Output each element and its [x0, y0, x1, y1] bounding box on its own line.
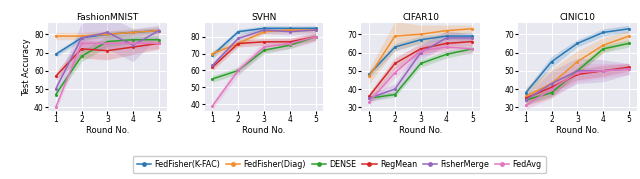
X-axis label: Round No.: Round No. [556, 125, 599, 135]
Legend: FedFisher(K-FAC), FedFisher(Diag), DENSE, RegMean, FisherMerge, FedAvg: FedFisher(K-FAC), FedFisher(Diag), DENSE… [132, 156, 546, 173]
X-axis label: Round No.: Round No. [243, 125, 285, 135]
Title: SVHN: SVHN [252, 13, 276, 23]
Title: CINIC10: CINIC10 [559, 13, 595, 23]
Y-axis label: Test Accuracy: Test Accuracy [22, 38, 31, 96]
X-axis label: Round No.: Round No. [86, 125, 129, 135]
X-axis label: Round No.: Round No. [399, 125, 442, 135]
Title: FashionMNIST: FashionMNIST [76, 13, 138, 23]
Title: CIFAR10: CIFAR10 [403, 13, 439, 23]
